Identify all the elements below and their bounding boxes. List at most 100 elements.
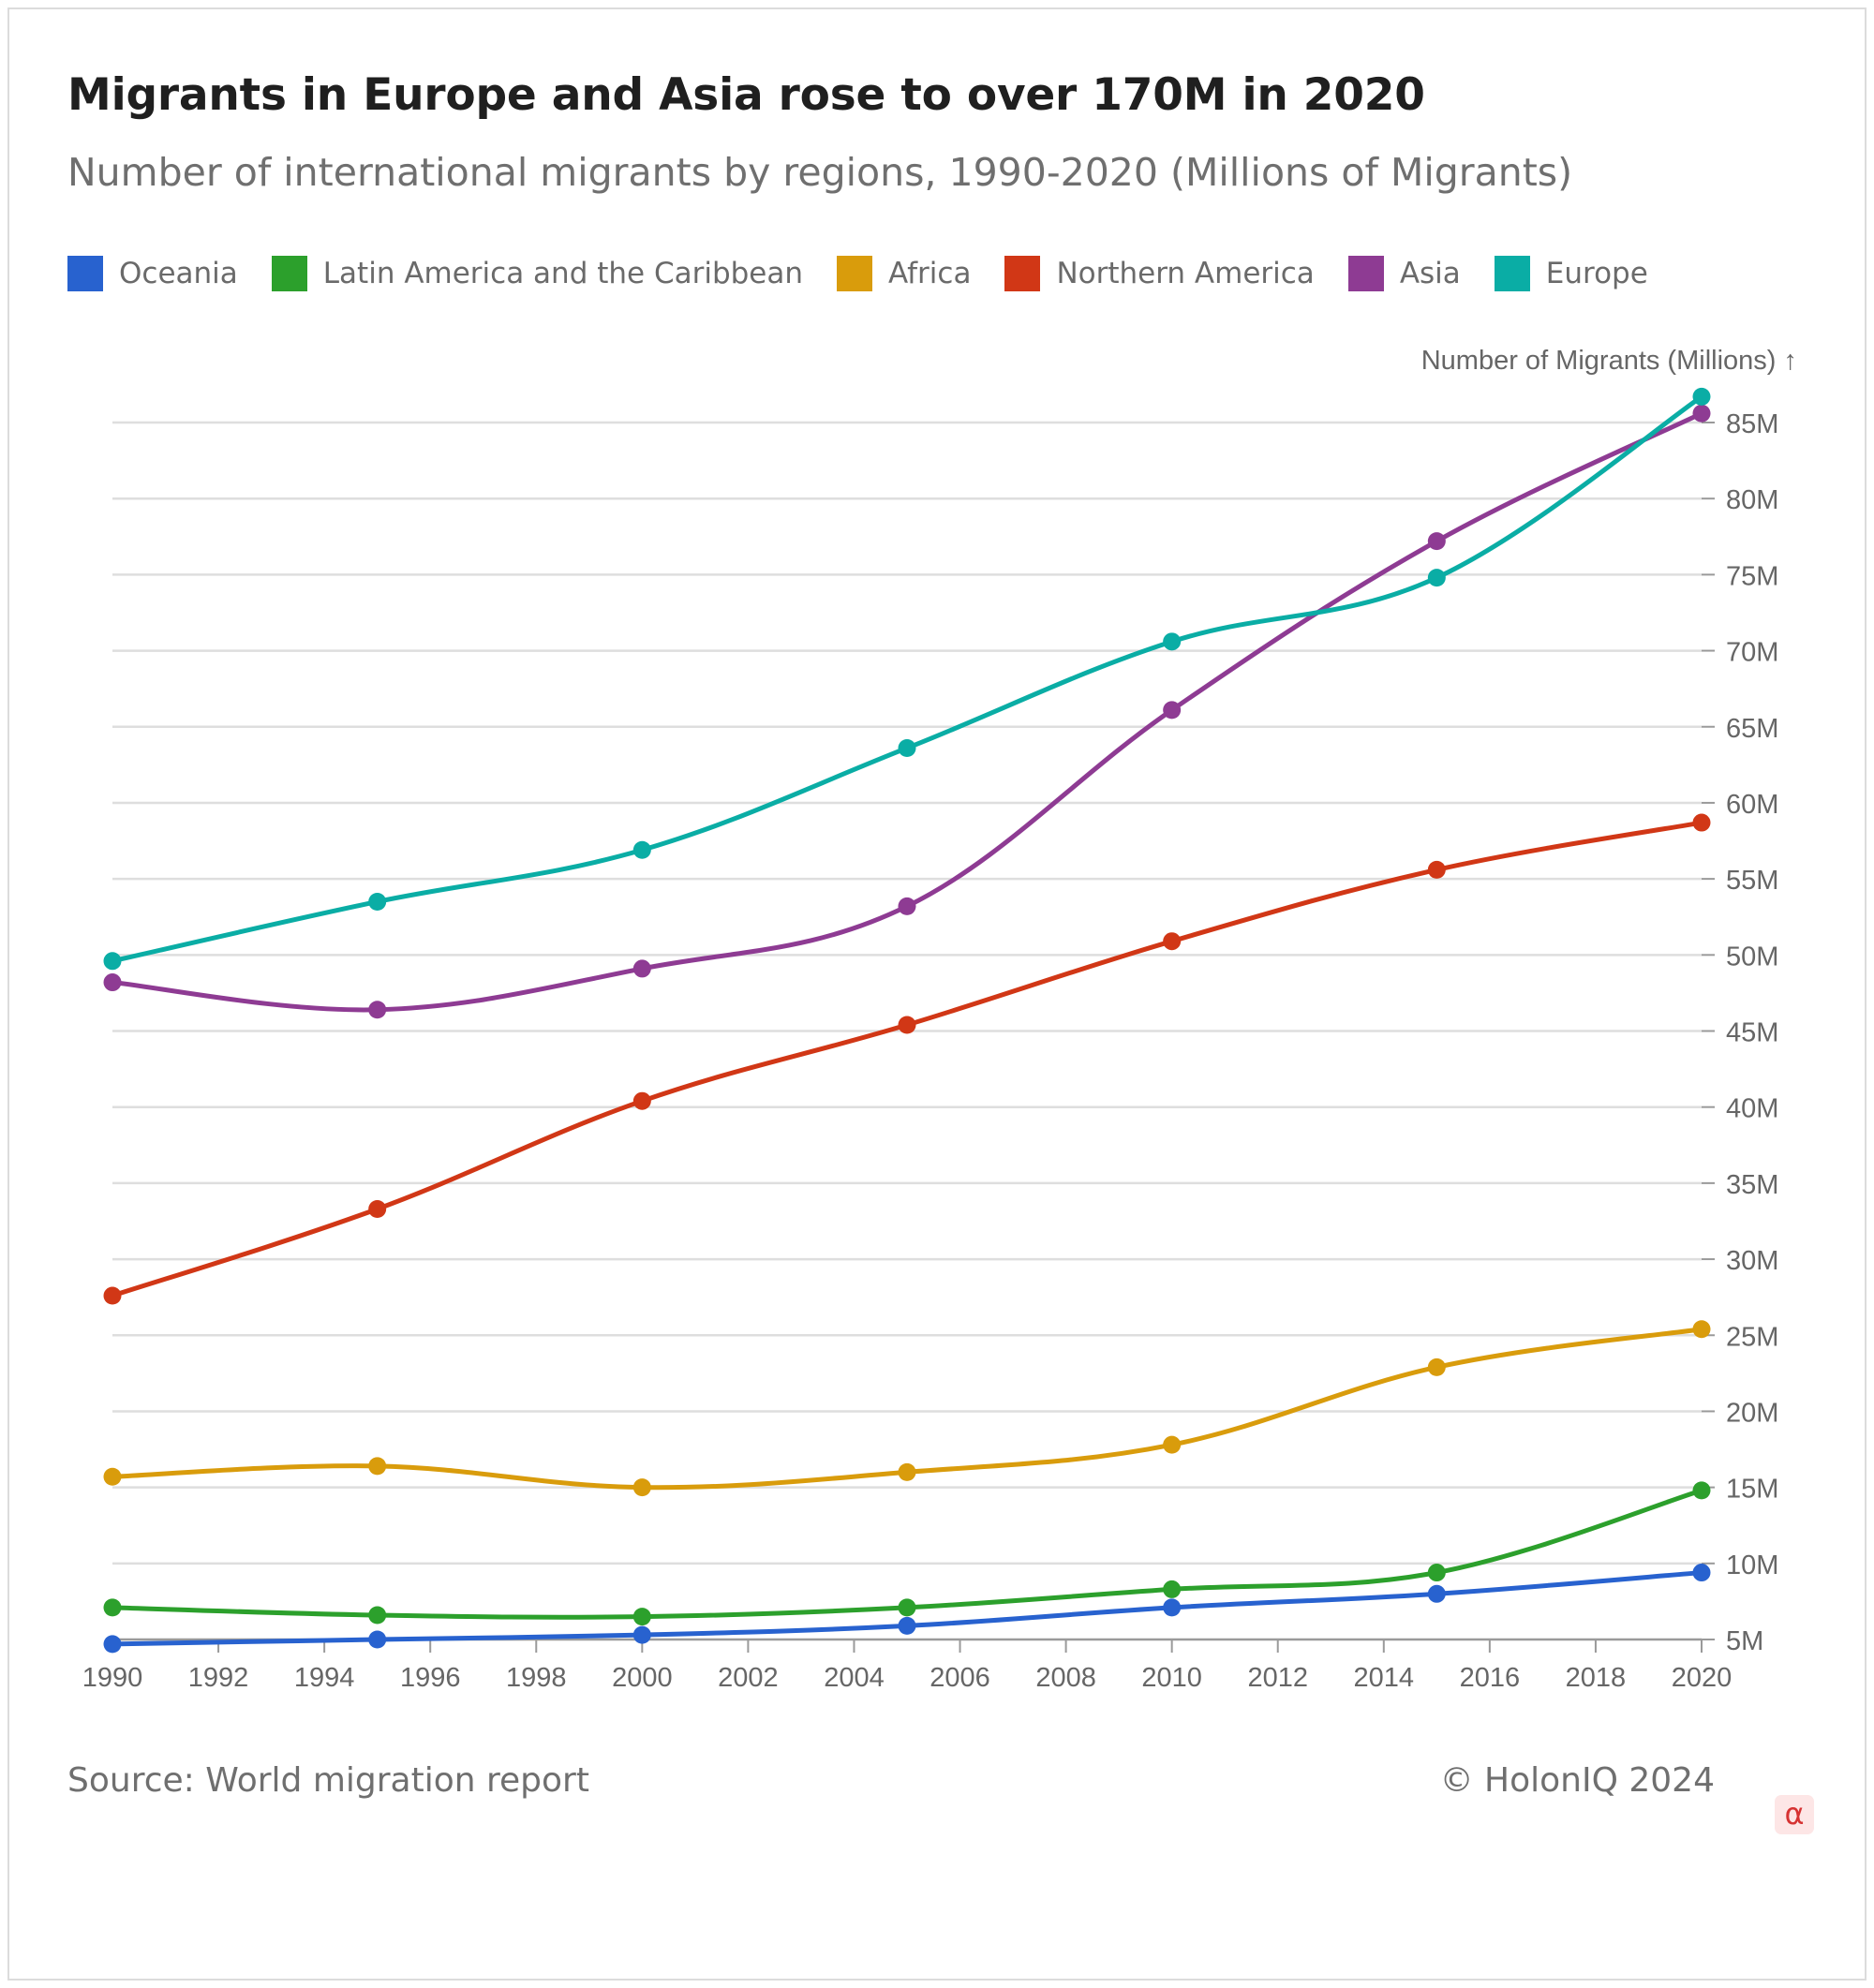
y-tick-label: 45M (1726, 1018, 1778, 1048)
legend-swatch (1347, 256, 1384, 291)
y-tick-label: 65M (1726, 714, 1778, 744)
data-point-northern-america (898, 1016, 916, 1034)
chart-legend: Oceania Latin America and the Caribbean Af… (67, 253, 1682, 294)
legend-item-europe[interactable]: Europe (1494, 256, 1648, 291)
legend-label: Europe (1545, 257, 1648, 290)
legend-item-latin-america-and-the-caribbean[interactable]: Latin America and the Caribbean (271, 256, 804, 291)
legend-item-oceania[interactable]: Oceania (67, 256, 238, 291)
series-northern-america (103, 813, 1711, 1305)
series-asia (103, 404, 1711, 1019)
legend-item-africa[interactable]: Africa (837, 256, 971, 291)
y-tick-label: 30M (1726, 1246, 1778, 1276)
y-tick-label: 40M (1726, 1094, 1778, 1124)
x-tick-label: 2012 (1247, 1663, 1308, 1693)
x-tick-label: 2020 (1672, 1663, 1733, 1693)
data-point-northern-america (1427, 860, 1446, 879)
data-point-europe (1692, 387, 1711, 406)
data-point-europe (103, 952, 122, 971)
data-point-europe (1427, 569, 1446, 587)
x-tick-label: 2006 (930, 1663, 990, 1693)
series-africa (103, 1320, 1711, 1497)
legend-label: Northern America (1056, 257, 1315, 290)
x-tick-label: 2000 (612, 1663, 673, 1693)
data-point-oceania (898, 1616, 916, 1635)
legend-label: Asia (1399, 257, 1461, 290)
data-point-asia (632, 959, 651, 978)
series-europe (103, 387, 1711, 971)
y-gridlines (112, 421, 1715, 1640)
data-point-asia (103, 973, 122, 992)
data-point-oceania (1163, 1598, 1182, 1617)
y-tick-label: 20M (1726, 1398, 1778, 1428)
data-point-northern-america (368, 1199, 387, 1218)
y-tick-label: 85M (1726, 409, 1778, 439)
x-tick-label: 2002 (718, 1663, 779, 1693)
legend-swatch (67, 256, 103, 291)
y-tick-label: 35M (1726, 1170, 1778, 1200)
legend-item-asia[interactable]: Asia (1347, 256, 1461, 291)
data-point-africa (103, 1467, 122, 1486)
legend-item-northern-america[interactable]: Northern America (1004, 256, 1315, 291)
data-point-oceania (368, 1630, 387, 1649)
series-oceania (103, 1564, 1711, 1654)
data-point-latin-america-and-the-caribbean (368, 1606, 387, 1625)
data-point-latin-america-and-the-caribbean (103, 1598, 122, 1617)
data-point-asia (1692, 404, 1711, 423)
legend-label: Oceania (119, 257, 238, 290)
y-tick-label: 70M (1726, 638, 1778, 668)
series-line-latin-america-and-the-caribbean (110, 1488, 1704, 1620)
legend-swatch (1004, 256, 1041, 291)
data-point-africa (632, 1478, 651, 1497)
legend-label: Africa (888, 257, 972, 290)
data-point-oceania (632, 1625, 651, 1644)
data-point-asia (1163, 701, 1182, 720)
data-point-africa (898, 1462, 916, 1481)
x-tick-label: 1992 (188, 1663, 249, 1693)
data-point-latin-america-and-the-caribbean (1427, 1564, 1446, 1582)
y-tick-label: 60M (1726, 790, 1778, 820)
y-tick-labels: 5M 10M 15M 20M 25M 30M 35M 40M 45M 50M 55M 60M 65M 70… (1726, 409, 1778, 1656)
x-tick-label: 1994 (294, 1663, 355, 1693)
series-line-northern-america (110, 820, 1704, 1298)
data-point-africa (368, 1457, 387, 1476)
x-tick-label: 1996 (400, 1663, 461, 1693)
data-point-europe (1163, 632, 1182, 651)
data-point-oceania (1427, 1584, 1446, 1603)
chart-title: Migrants in Europe and Asia rose to over… (67, 69, 1425, 121)
x-tick-label: 2018 (1566, 1663, 1627, 1693)
x-tick-labels: 1990 1992 1994 1996 1998 2000 2002 2004 2006 2008… (82, 1639, 1733, 1693)
data-point-latin-america-and-the-caribbean (1163, 1580, 1182, 1598)
data-point-africa (1427, 1357, 1446, 1376)
x-tick-label: 1990 (82, 1663, 143, 1693)
copyright-note: © HolonIQ 2024 (1439, 1761, 1715, 1800)
data-point-latin-america-and-the-caribbean (1692, 1481, 1711, 1500)
x-tick-label: 2014 (1354, 1663, 1415, 1693)
data-point-africa (1163, 1435, 1182, 1454)
data-point-oceania (1692, 1564, 1711, 1582)
y-tick-label: 80M (1726, 485, 1778, 515)
y-tick-label: 25M (1726, 1322, 1778, 1352)
y-tick-label: 55M (1726, 866, 1778, 896)
data-point-europe (632, 840, 651, 859)
data-point-asia (368, 1001, 387, 1019)
y-axis-title: Number of Migrants (Millions) ↑ (1421, 346, 1797, 376)
x-tick-label: 2010 (1141, 1663, 1202, 1693)
chart-subtitle: Number of international migrants by regi… (67, 150, 1573, 195)
alpha-badge-icon[interactable]: α (1775, 1795, 1814, 1834)
data-point-northern-america (632, 1091, 651, 1110)
y-tick-label: 5M (1726, 1626, 1763, 1656)
legend-swatch (837, 256, 873, 291)
data-point-asia (1427, 532, 1446, 551)
series-line-europe (110, 393, 1704, 964)
legend-swatch (271, 256, 307, 291)
x-tick-label: 2004 (824, 1663, 885, 1693)
x-tick-label: 2008 (1035, 1663, 1096, 1693)
y-tick-label: 75M (1726, 561, 1778, 591)
y-tick-label: 10M (1726, 1550, 1778, 1580)
data-point-asia (898, 897, 916, 915)
x-tick-label: 2016 (1460, 1663, 1521, 1693)
y-tick-label: 15M (1726, 1475, 1778, 1505)
legend-label: Latin America and the Caribbean (322, 257, 804, 290)
legend-swatch (1494, 256, 1530, 291)
